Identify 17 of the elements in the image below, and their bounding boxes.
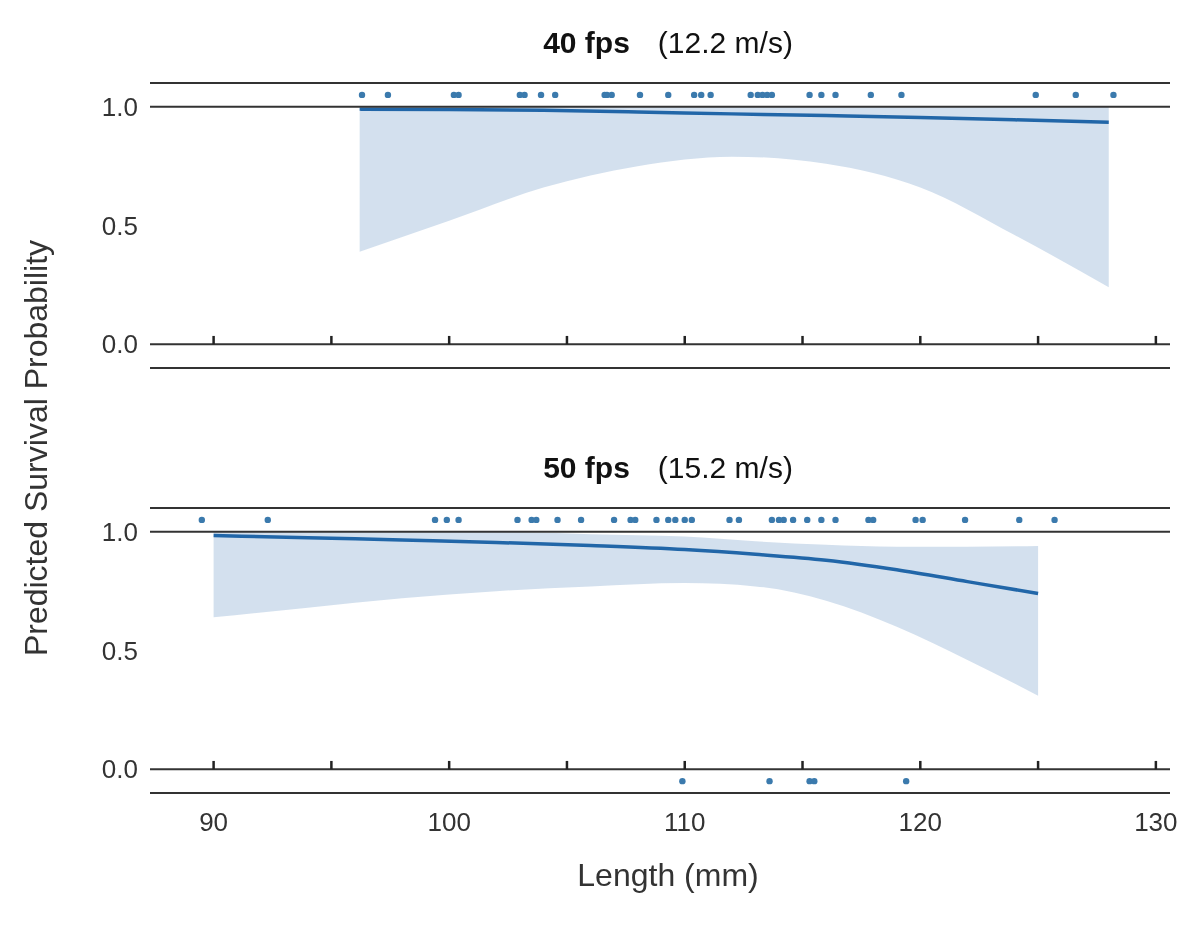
chart-title: 50 fps (543, 451, 630, 484)
chart-subtitle: (12.2 m/s) (657, 26, 793, 59)
y-tick-label: 0.5 (101, 210, 138, 241)
chart-subtitle: (15.2 m/s) (657, 451, 793, 484)
x-tick-label: 120 (898, 807, 942, 838)
chart-title: 40 fps (543, 26, 630, 59)
x-tick-label: 110 (664, 807, 706, 838)
x-tick-label: 90 (199, 807, 229, 838)
y-axis-title: Predicted Survival Probability (17, 239, 55, 657)
y-tick-label: 0.0 (101, 329, 138, 360)
x-tick-label: 100 (427, 807, 471, 838)
y-tick-label: 0.0 (101, 754, 138, 785)
y-tick-label: 1.0 (101, 516, 138, 547)
x-axis-title: Length (mm) (576, 857, 760, 894)
x-tick-label: 130 (1134, 807, 1178, 838)
y-tick-label: 0.5 (101, 635, 138, 666)
y-tick-label: 1.0 (101, 91, 138, 122)
